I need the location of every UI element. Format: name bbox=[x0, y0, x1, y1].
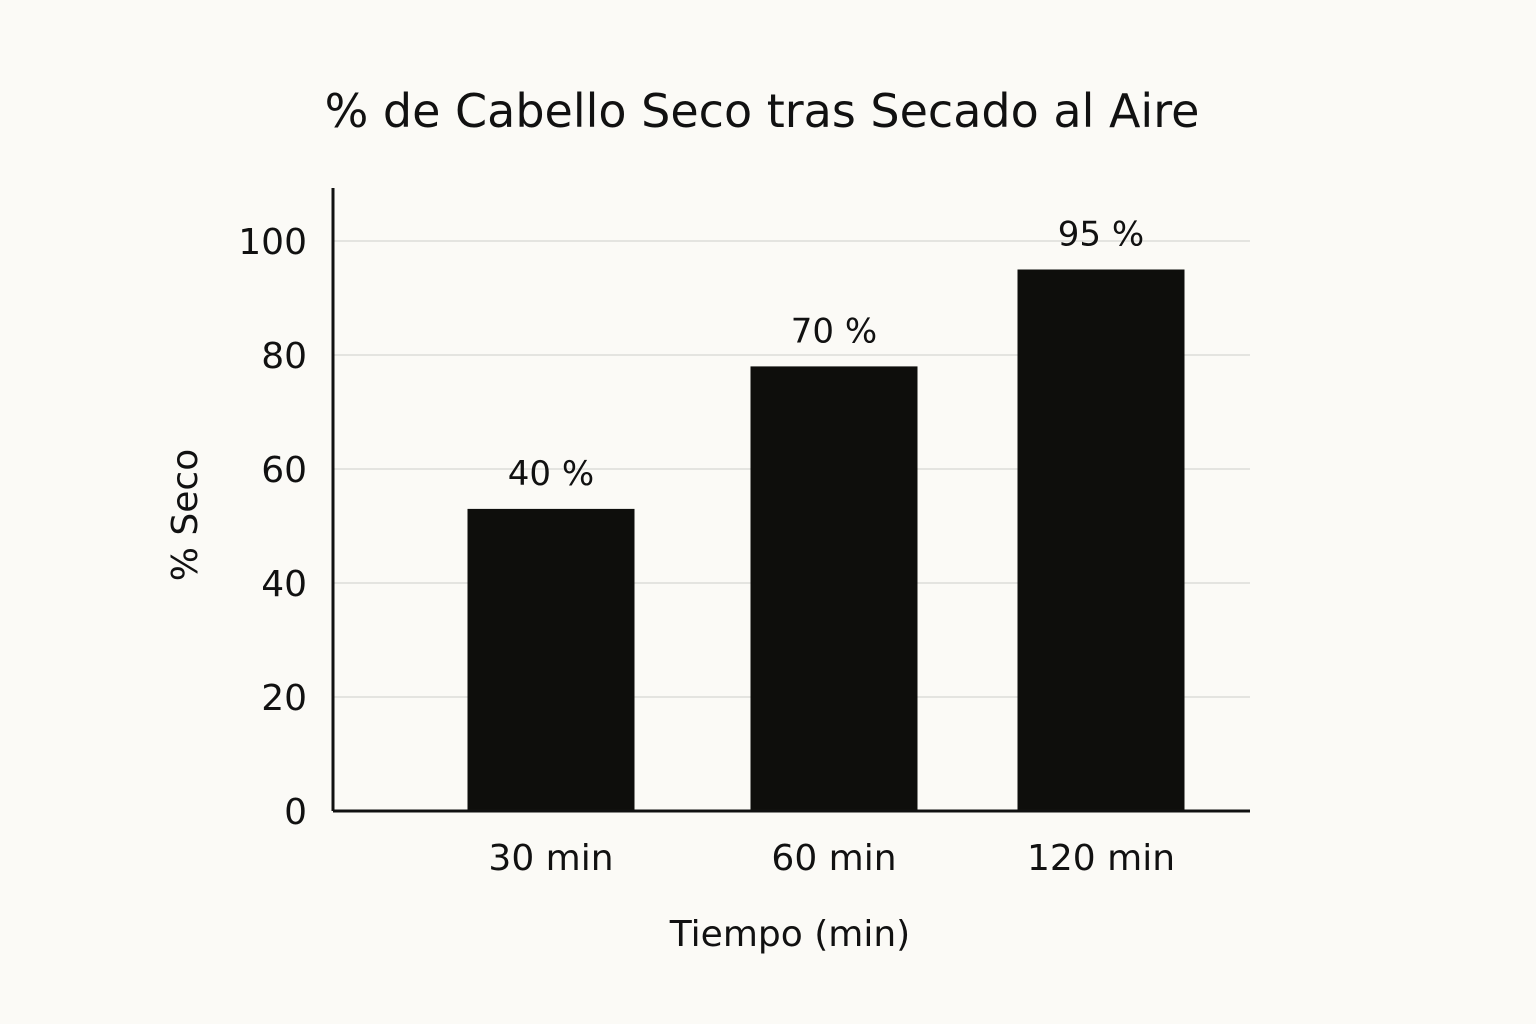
bar bbox=[750, 366, 918, 811]
x-tick-label: 30 min bbox=[488, 838, 613, 879]
data-label: 40 % bbox=[508, 454, 594, 494]
y-tick-label: 20 bbox=[261, 678, 307, 719]
x-tick-labels: 30 min 60 min 120 min bbox=[488, 838, 1175, 879]
y-tick-label: 40 bbox=[261, 564, 307, 605]
data-label: 95 % bbox=[1058, 215, 1144, 255]
y-axis-title: % Seco bbox=[165, 449, 206, 581]
x-axis-title: Tiempo (min) bbox=[669, 914, 910, 955]
x-tick-label: 60 min bbox=[771, 838, 896, 879]
bar bbox=[467, 508, 635, 811]
bar bbox=[1017, 269, 1185, 811]
x-tick-label: 120 min bbox=[1027, 838, 1175, 879]
bars bbox=[467, 269, 1185, 811]
data-labels: 40 % 70 % 95 % bbox=[508, 215, 1144, 494]
y-tick-label: 80 bbox=[261, 336, 307, 377]
y-tick-label: 60 bbox=[261, 450, 307, 491]
chart-title: % de Cabello Seco tras Secado al Aire bbox=[325, 84, 1200, 138]
y-tick-label: 0 bbox=[284, 792, 307, 833]
y-tick-label: 100 bbox=[238, 222, 307, 263]
y-tick-labels: 0 20 40 60 80 100 bbox=[238, 222, 307, 833]
axes bbox=[331, 188, 1250, 813]
data-label: 70 % bbox=[791, 311, 877, 351]
